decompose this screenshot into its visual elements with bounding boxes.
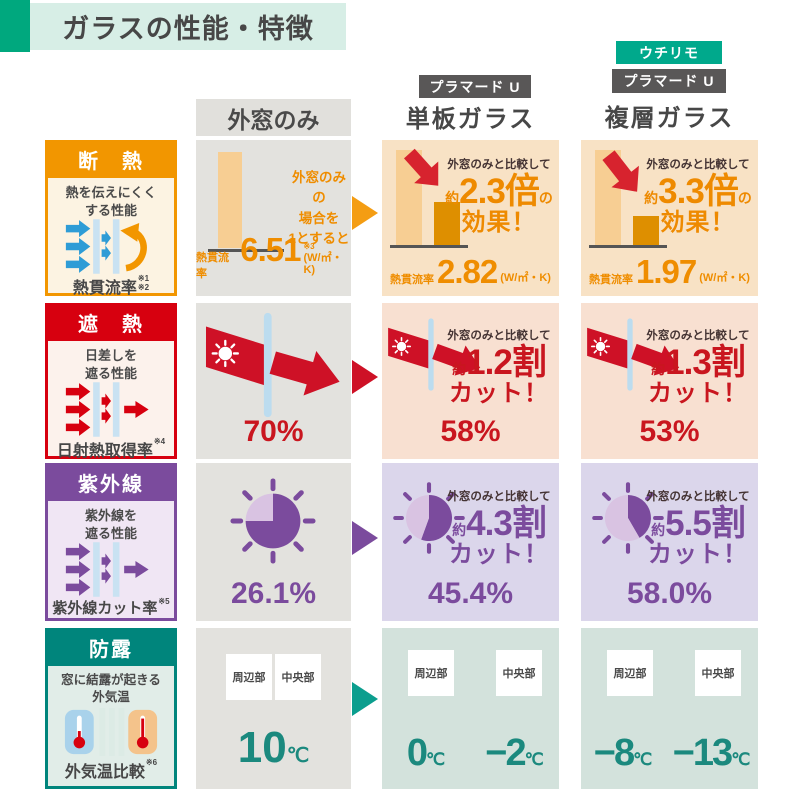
uv-double-compare: 外窓のみと比較して 約5.5割 カット！ [646, 491, 750, 568]
shading-single-cell: 外窓のみと比較して 約1.2割 カット！ 58% [382, 303, 559, 459]
thermometers-icon [48, 706, 174, 758]
insulation-baseline-cell: 外窓のみの 場合を 1とすると 熱貫流率 6.51 ※3 (W/㎡・K) [196, 140, 351, 296]
sun-through-glass-icon [388, 318, 481, 391]
uv-label-card: 紫外線 紫外線を 遮る性能 紫外線カット率 ※5 [45, 463, 177, 621]
bar-improved [434, 202, 460, 245]
column-header-baseline: 外窓のみ [196, 99, 351, 136]
row-arrow-uv-icon [352, 521, 378, 555]
insulation-single-compare: 外窓のみと比較して 約2.3倍の 効果！ [445, 159, 553, 236]
uv-baseline-cell: 26.1% [196, 463, 351, 621]
sun-through-glass-icon [587, 318, 680, 391]
uv-single-pct: 45.4% [427, 577, 514, 610]
uv-baseline-pct: 26.1% [230, 577, 317, 610]
shading-row-title: 遮 熱 [48, 306, 174, 341]
insulation-double-cell: 外窓のみと比較して 約3.3倍の 効果！ 熱貫流率 1.97 (W/㎡・K) [581, 140, 758, 296]
condensation-description: 窓に結露が起きる 外気温 [61, 673, 161, 704]
badge-uchirimo: ウチリモ [616, 41, 722, 64]
shading-single-compare: 外窓のみと比較して 約1.2割 カット！ [447, 330, 551, 407]
uv-metric-note: ※5 [158, 597, 170, 607]
shading-baseline-pct: 70% [243, 415, 304, 448]
condensation-label-card: 防露 窓に結露が起きる 外気温 外気温比較 ※6 [45, 628, 177, 789]
insulation-metric-label: 熱貫流率 ※1 ※2 [72, 274, 150, 298]
sun-through-glass-icon [205, 312, 340, 418]
row-arrow-condensation-icon [352, 682, 378, 716]
shading-metric-note: ※4 [153, 437, 166, 447]
shading-single-pct: 58% [440, 415, 501, 448]
edge-label-box: 周辺部 [607, 650, 653, 696]
decrease-arrow-icon [403, 148, 439, 186]
insulation-metric-notes: ※1 ※2 [137, 274, 150, 293]
condensation-metric-note: ※6 [145, 757, 158, 767]
shading-double-compare: 外窓のみと比較して 約1.3割 カット！ [646, 330, 750, 407]
column-header-double-glass: 複層ガラス [604, 104, 735, 132]
insulation-double-compare: 外窓のみと比較して 約3.3倍の 効果！ [644, 159, 752, 236]
shading-baseline-cell: 70% [196, 303, 351, 459]
center-label-box: 中央部 [275, 654, 321, 700]
uv-double-cell: 外窓のみと比較して 約5.5割 カット！ 58.0% [581, 463, 758, 621]
sunlight-arrows-icon [48, 382, 174, 437]
title-accent-block [0, 0, 30, 52]
chart-baseline [208, 249, 284, 252]
chart-baseline [390, 245, 468, 248]
baseline-bar [218, 152, 242, 248]
edge-label-box: 周辺部 [408, 650, 454, 696]
uv-single-cell: 外窓のみと比較して 約4.3割 カット！ 45.4% [382, 463, 559, 621]
page-title: ガラスの性能・特徴 [30, 3, 346, 50]
condensation-single-cell: 周辺部 中央部 0℃ −2℃ [382, 628, 559, 789]
insulation-single-uvalue: 熱貫流率 2.82 (W/㎡・K) [390, 253, 551, 290]
shading-double-pct: 53% [639, 415, 700, 448]
insulation-row-title: 断 熱 [48, 143, 174, 178]
heat-flow-arrows-icon [48, 219, 174, 274]
center-temp: −2℃ [485, 732, 544, 774]
condensation-row-title: 防露 [48, 631, 174, 666]
insulation-double-uvalue: 熱貫流率 1.97 (W/㎡・K) [589, 253, 750, 290]
uv-metric-label: 紫外線カット率 ※5 [52, 597, 170, 618]
insulation-baseline-uvalue: 熱貫流率 6.51 ※3 (W/㎡・K) [196, 231, 343, 281]
shading-label-card: 遮 熱 日差しを 遮る性能 日射熱取得率 ※4 [45, 303, 177, 460]
row-arrow-insulation-icon [352, 196, 378, 230]
insulation-label-card: 断 熱 熱を伝えにくく する性能 熱貫流率 [45, 140, 177, 297]
condensation-metric-label: 外気温比較 ※6 [64, 757, 158, 781]
shading-description: 日差しを 遮る性能 [84, 348, 137, 381]
uv-sun-pie-icon [230, 478, 316, 564]
uv-sun-pie-icon [393, 482, 465, 554]
condensation-baseline-temp: 10℃ [237, 723, 310, 772]
uv-single-compare: 外窓のみと比較して 約4.3割 カット！ [447, 491, 551, 568]
edge-temp: 0℃ [406, 732, 446, 774]
baseline-note: 外窓のみの 場合を 1とすると [288, 170, 350, 246]
center-label-box: 中央部 [695, 650, 741, 696]
row-arrow-shading-icon [352, 360, 378, 394]
shading-double-cell: 外窓のみと比較して 約1.3割 カット！ 53% [581, 303, 758, 459]
column-header-single-glass: 単板ガラス [405, 105, 536, 133]
edge-label-box: 周辺部 [226, 654, 272, 700]
badge-plamado-single: プラマード U [419, 75, 531, 98]
uv-row-title: 紫外線 [48, 466, 174, 501]
uv-double-pct: 58.0% [626, 577, 713, 610]
condensation-baseline-cell: 周辺部 中央部 10℃ [196, 628, 351, 789]
edge-temp: −8℃ [593, 732, 653, 774]
uv-sun-pie-icon [592, 482, 664, 554]
chart-baseline [589, 245, 667, 248]
bar-improved [633, 216, 659, 245]
badge-plamado-double: プラマード U [612, 69, 726, 93]
uv-arrows-icon [48, 542, 174, 597]
center-label-box: 中央部 [496, 650, 542, 696]
center-temp: −13℃ [672, 732, 751, 774]
uv-description: 紫外線を 遮る性能 [84, 508, 137, 541]
insulation-single-cell: 外窓のみと比較して 約2.3倍の 効果！ 熱貫流率 2.82 (W/㎡・K) [382, 140, 559, 296]
insulation-description: 熱を伝えにくく する性能 [65, 185, 157, 218]
shading-metric-label: 日射熱取得率 ※4 [56, 437, 166, 461]
decrease-arrow-icon [602, 150, 639, 192]
condensation-double-cell: 周辺部 中央部 −8℃ −13℃ [581, 628, 758, 789]
